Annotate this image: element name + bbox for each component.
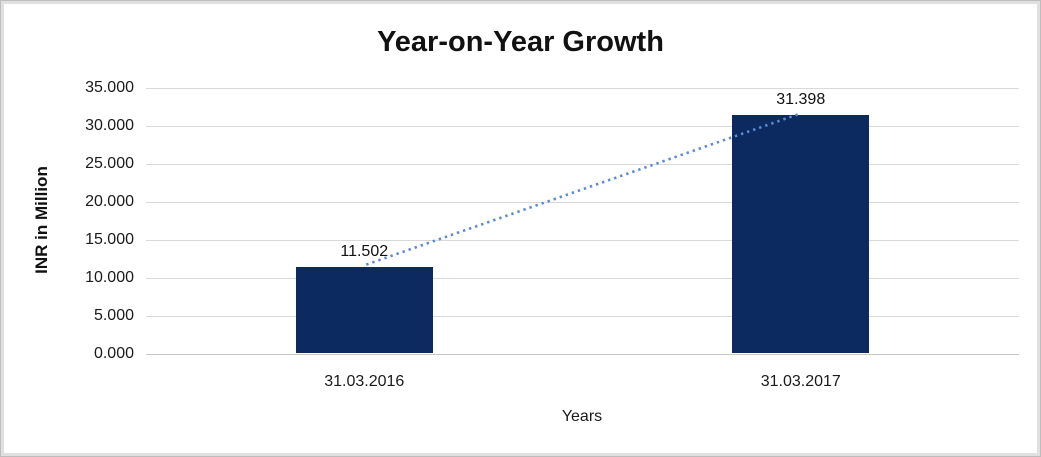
y-axis-tick-label: 35.000 [85, 79, 134, 96]
y-axis-tick-label: 0.000 [93, 345, 134, 362]
gridline-y-25.000 [146, 164, 1019, 165]
chart-canvas: Year-on-Year Growth INR in Million 0.000… [4, 4, 1037, 453]
x-axis-tick-label: 31.03.2016 [324, 373, 405, 390]
gridline-y-15.000 [146, 240, 1019, 241]
y-axis-tick-label: 15.000 [85, 231, 134, 248]
y-axis-tick-label: 25.000 [85, 155, 134, 172]
y-axis-tick-label: 10.000 [85, 269, 134, 286]
y-axis-tick-label: 30.000 [85, 117, 134, 134]
y-axis-tick-label: 20.000 [85, 193, 134, 210]
y-axis-title: INR in Million [32, 166, 51, 274]
y-axis-tick-label: 5.000 [93, 307, 134, 324]
chart-title: Year-on-Year Growth [377, 26, 664, 58]
x-axis-title: Years [561, 408, 603, 425]
gridline-y-5.000 [146, 316, 1019, 317]
gridline-y-30.000 [146, 126, 1019, 127]
bar-31.03.2017[interactable] [732, 115, 870, 353]
gridline-y-0.000 [146, 354, 1019, 355]
bar-31.03.2016[interactable] [295, 266, 433, 353]
gridline-y-10.000 [146, 278, 1019, 279]
x-axis-tick-label: 31.03.2017 [760, 373, 841, 390]
data-label: 11.502 [340, 242, 389, 260]
gridline-y-35.000 [146, 88, 1019, 89]
gridline-y-20.000 [146, 202, 1019, 203]
data-label: 31.398 [776, 91, 826, 109]
